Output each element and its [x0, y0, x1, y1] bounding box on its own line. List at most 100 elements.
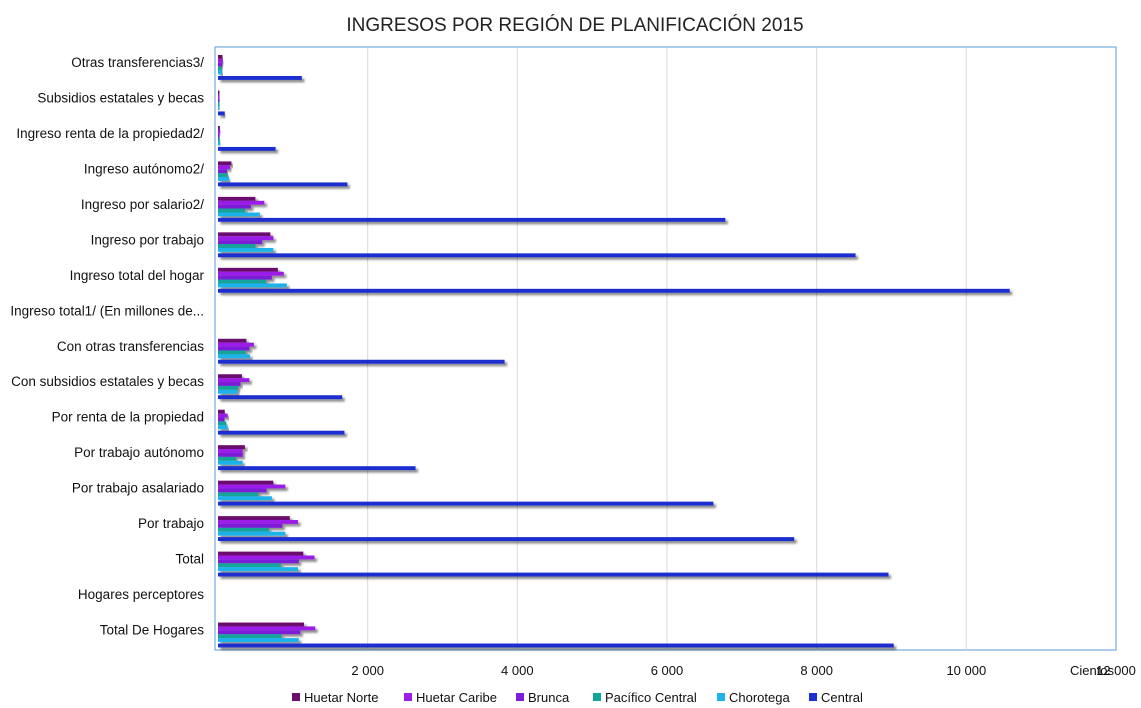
- legend-label: Huetar Norte: [304, 690, 378, 705]
- bar: [218, 165, 230, 170]
- bar: [218, 622, 305, 627]
- chart-title: INGRESOS POR REGIÓN DE PLANIFICACIÓN 201…: [346, 14, 803, 36]
- x-tick-label: 10 000: [946, 663, 986, 678]
- bar: [218, 449, 243, 453]
- bar: [218, 643, 894, 648]
- category-label: Hogares perceptores: [78, 587, 204, 602]
- category-label: Ingreso renta de la propiedad2/: [16, 126, 204, 141]
- x-tick-label: 2 000: [351, 663, 384, 678]
- bar: [218, 236, 274, 241]
- plot-area: [214, 46, 1117, 651]
- bar: [218, 346, 250, 351]
- bar: [218, 173, 228, 178]
- bar: [218, 531, 286, 536]
- category-label: Total De Hogares: [100, 623, 205, 638]
- bar: [218, 374, 242, 379]
- bar: [218, 572, 889, 577]
- category-label: Por trabajo autónomo: [74, 445, 204, 460]
- bar: [218, 283, 287, 288]
- category-label: Por renta de la propiedad: [52, 410, 204, 425]
- x-axis-label: Cientos: [1070, 663, 1115, 678]
- legend-swatch: [292, 693, 300, 701]
- bar: [218, 626, 316, 631]
- bar: [218, 133, 220, 138]
- bars: [218, 55, 1010, 648]
- category-label: Ingreso por trabajo: [91, 232, 204, 247]
- bar: [218, 58, 223, 63]
- bar: [218, 141, 221, 146]
- category-label: Subsidios estatales y becas: [37, 90, 204, 105]
- bar: [218, 452, 243, 457]
- bar: [218, 460, 243, 465]
- bar: [218, 212, 260, 217]
- x-tick-label: 4 000: [501, 663, 534, 678]
- bar: [218, 102, 220, 107]
- bar: [218, 90, 220, 95]
- bar: [218, 567, 299, 572]
- category-label: Por trabajo asalariado: [72, 481, 204, 496]
- bar: [218, 275, 272, 280]
- bar: [218, 182, 348, 187]
- bar: [218, 395, 343, 400]
- bar: [218, 634, 282, 639]
- bar: [218, 492, 259, 497]
- legend-label: Brunca: [528, 690, 570, 705]
- bar: [218, 342, 254, 347]
- bar: [218, 501, 714, 506]
- bar: [218, 551, 304, 556]
- bar: [218, 488, 267, 493]
- bar: [218, 382, 241, 386]
- bar: [218, 563, 281, 568]
- bar: [218, 421, 227, 426]
- bar: [218, 267, 278, 272]
- x-tick-label: 8 000: [800, 663, 833, 678]
- category-label: Otras transferencias3/: [71, 55, 204, 70]
- bar: [218, 70, 223, 75]
- bar: [218, 208, 245, 213]
- bar: [218, 247, 274, 252]
- bar: [218, 527, 269, 532]
- bar: [218, 66, 222, 71]
- bar: [218, 484, 286, 489]
- legend-swatch: [593, 693, 601, 701]
- x-tick-label: 6 000: [651, 663, 684, 678]
- bar: [218, 217, 726, 222]
- bar: [218, 125, 220, 130]
- category-label: Ingreso total del hogar: [70, 268, 205, 283]
- bar: [218, 288, 1010, 293]
- bar: [218, 466, 416, 471]
- bar: [218, 445, 245, 450]
- bar: [218, 200, 265, 205]
- category-label: Con subsidios estatales y becas: [11, 374, 204, 389]
- bar: [218, 559, 299, 564]
- legend-swatch: [809, 693, 817, 701]
- x-tick-label: 12 000: [1096, 663, 1136, 678]
- bar: [218, 106, 220, 110]
- bar: [218, 516, 290, 521]
- bar: [218, 98, 220, 103]
- bar: [218, 350, 246, 355]
- bar: [218, 244, 256, 248]
- bar: [218, 169, 227, 174]
- legend-swatch: [717, 693, 725, 701]
- legend-swatch: [516, 693, 524, 701]
- bar: [218, 129, 221, 134]
- bar: [218, 389, 238, 394]
- bar: [218, 271, 284, 276]
- category-label: Total: [175, 552, 204, 567]
- bar: [218, 240, 263, 245]
- bar: [218, 55, 223, 59]
- bar: [218, 496, 272, 501]
- bar: [218, 413, 228, 418]
- category-label: Ingreso autónomo2/: [84, 161, 204, 176]
- bar: [218, 409, 225, 414]
- bar: [218, 137, 220, 142]
- bar: [218, 111, 225, 116]
- bar: [218, 161, 232, 166]
- bar: [218, 76, 302, 80]
- bar: [218, 520, 299, 524]
- bar: [218, 196, 256, 201]
- bar: [218, 417, 225, 422]
- category-label: Por trabajo: [138, 516, 204, 531]
